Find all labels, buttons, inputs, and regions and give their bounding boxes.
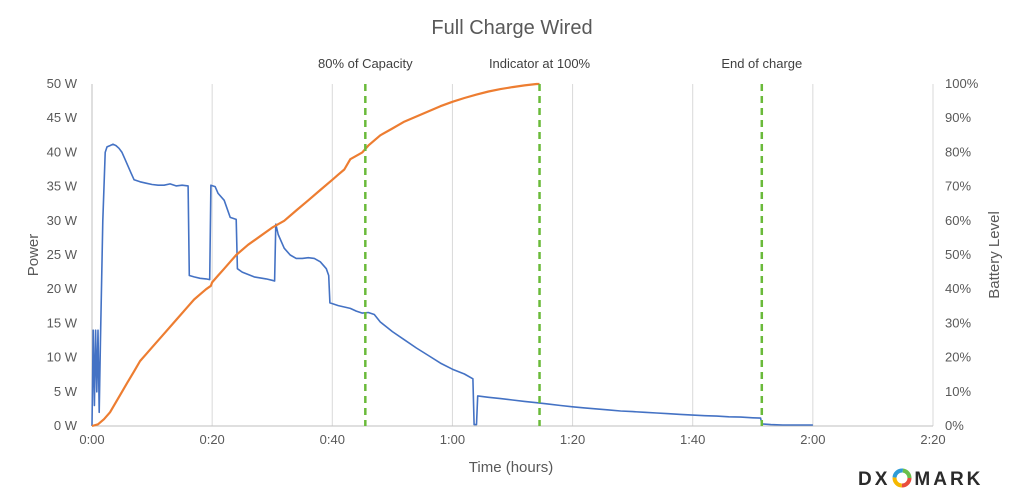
dxomark-ring-icon [892,468,912,488]
series [91,82,813,428]
dxomark-logo: DX MARK [858,468,983,491]
y-left-tick-label: 0 W [54,418,78,433]
y-axis-left-label: Power [25,234,42,277]
y-left-tick-label: 30 W [47,213,78,228]
marker-label: 80% of Capacity [318,56,413,71]
gridlines [211,84,934,426]
y-right-tick-label: 70% [945,179,971,194]
y-axis-right-label: Battery Level [986,211,1003,299]
y-right-tick-label: 90% [945,110,971,125]
y-left-tick-label: 20 W [47,281,78,296]
chart-title: Full Charge Wired [431,17,592,39]
y-right-tick-label: 100% [945,76,979,91]
y-right-tick-label: 40% [945,281,971,296]
y-right-tick-label: 10% [945,384,971,399]
marker-label: Indicator at 100% [489,56,591,71]
x-tick-label: 1:00 [440,432,465,447]
x-tick-label: 0:00 [79,432,104,447]
y-right-tick-label: 50% [945,247,971,262]
y-right-tick-label: 60% [945,213,971,228]
y-right-tick-label: 20% [945,350,971,365]
tick-labels: 0:00 0:20 0:40 1:00 1:20 1:40 2:00 2:20 0 W 5 W 10… [47,76,979,447]
y-left-tick-label: 35 W [47,179,78,194]
y-left-tick-label: 10 W [47,350,78,365]
x-axis-label: Time (hours) [469,459,553,476]
y-right-tick-label: 80% [945,144,971,159]
marker-label: End of charge [721,56,802,71]
y-left-tick-label: 5 W [54,384,78,399]
logo-text-left: DX [858,469,891,490]
y-right-tick-label: 30% [945,315,971,330]
y-left-tick-label: 45 W [47,110,78,125]
x-tick-label: 0:40 [320,432,345,447]
y-left-tick-label: 15 W [47,315,78,330]
power-line [91,143,813,427]
y-left-tick-label: 25 W [47,247,78,262]
x-tick-label: 2:00 [800,432,825,447]
x-tick-label: 2:20 [920,432,945,447]
markers: 80% of Capacity Indicator at 100% End of c… [318,56,802,426]
x-tick-label: 0:20 [199,432,224,447]
x-tick-label: 1:20 [560,432,585,447]
x-tick-label: 1:40 [680,432,705,447]
y-left-tick-label: 50 W [47,76,78,91]
y-right-tick-label: 0% [945,418,964,433]
battery-level-line [91,82,540,428]
y-left-tick-label: 40 W [47,144,78,159]
logo-text-right: MARK [914,469,984,490]
axes [91,84,933,427]
